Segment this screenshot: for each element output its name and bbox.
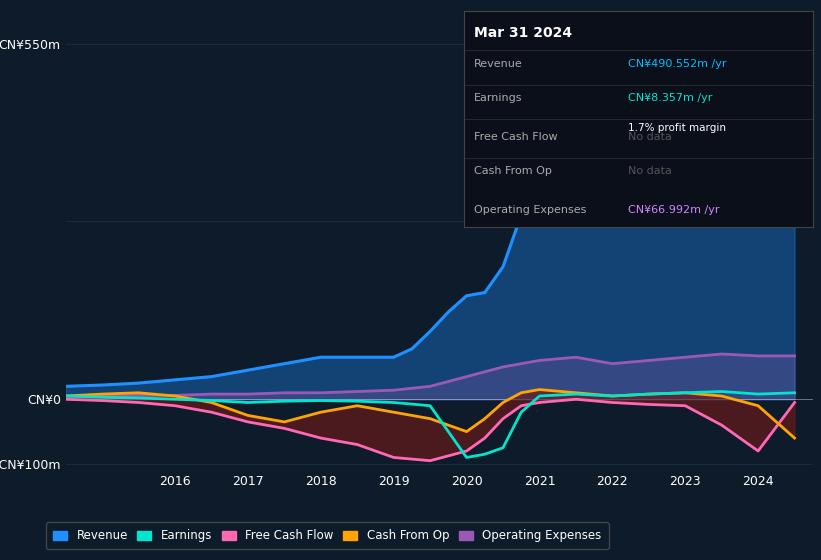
Text: Mar 31 2024: Mar 31 2024 — [475, 26, 572, 40]
Legend: Revenue, Earnings, Free Cash Flow, Cash From Op, Operating Expenses: Revenue, Earnings, Free Cash Flow, Cash … — [46, 522, 608, 549]
Text: Cash From Op: Cash From Op — [475, 166, 553, 176]
Text: 1.7% profit margin: 1.7% profit margin — [628, 123, 726, 133]
Text: CN¥490.552m /yr: CN¥490.552m /yr — [628, 59, 727, 69]
Text: CN¥66.992m /yr: CN¥66.992m /yr — [628, 206, 719, 215]
Text: Revenue: Revenue — [475, 59, 523, 69]
Text: Operating Expenses: Operating Expenses — [475, 206, 587, 215]
Text: Free Cash Flow: Free Cash Flow — [475, 132, 558, 142]
Text: CN¥8.357m /yr: CN¥8.357m /yr — [628, 93, 713, 103]
Text: No data: No data — [628, 132, 672, 142]
Text: Earnings: Earnings — [475, 93, 523, 103]
Text: No data: No data — [628, 166, 672, 176]
